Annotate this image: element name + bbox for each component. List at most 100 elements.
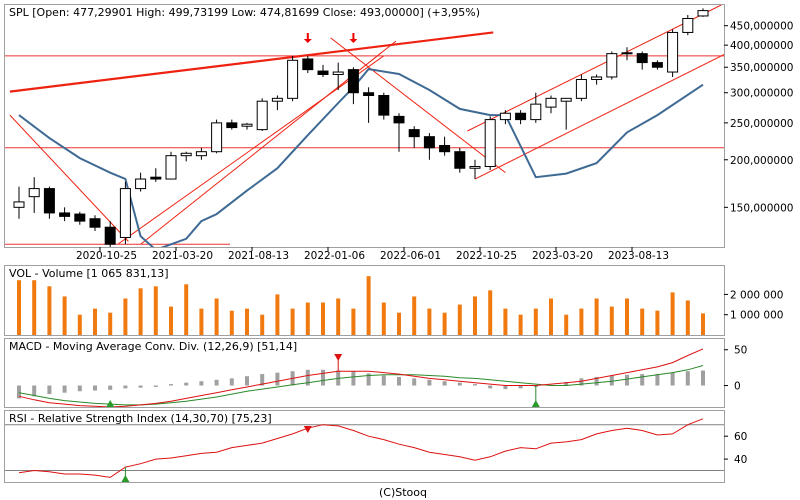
candle-body bbox=[636, 53, 648, 64]
volume-bar bbox=[533, 308, 538, 335]
candle-body bbox=[332, 71, 344, 75]
macd-histogram-bar bbox=[62, 385, 67, 393]
macd-histogram-bar bbox=[245, 376, 249, 386]
macd-histogram-bar bbox=[199, 381, 204, 386]
macd-histogram-bar bbox=[47, 385, 52, 395]
macd-histogram-bar bbox=[138, 385, 143, 388]
date-axis-label: 2022-01-06 bbox=[304, 250, 365, 262]
candle-body bbox=[89, 218, 101, 228]
price-axis-label: 350,000000 bbox=[730, 62, 793, 74]
volume-bar bbox=[685, 300, 690, 335]
date-axis-label: 2020-10-25 bbox=[76, 250, 137, 262]
buy-signal-icon bbox=[106, 400, 115, 407]
volume-bar bbox=[625, 298, 629, 335]
candle-body bbox=[454, 151, 466, 169]
candle-body bbox=[165, 155, 177, 180]
macd-histogram-bar bbox=[625, 374, 629, 386]
macd-histogram-bar bbox=[670, 372, 675, 386]
candle-body bbox=[515, 112, 527, 121]
volume-bar bbox=[32, 280, 37, 335]
volume-bar bbox=[321, 302, 325, 335]
macd-histogram-bar bbox=[488, 385, 493, 389]
volume-bar bbox=[609, 306, 614, 335]
macd-histogram-bar bbox=[229, 378, 234, 386]
overbought-signal-icon bbox=[303, 426, 312, 433]
candle-body bbox=[104, 226, 116, 245]
volume-bar bbox=[275, 294, 280, 335]
price-plot: 450,000000 400,000000 350,000000 300,000000… bbox=[5, 5, 793, 262]
macd-panel bbox=[4, 338, 725, 408]
volume-header: VOL - Volume [1 065 831,13] bbox=[9, 267, 169, 280]
candle-body bbox=[393, 115, 405, 124]
macd-histogram-bar bbox=[77, 385, 82, 392]
macd-histogram-bar bbox=[457, 382, 462, 386]
volume-bar bbox=[199, 308, 204, 335]
price-axis-label: 150,000000 bbox=[730, 202, 793, 214]
volume-bar bbox=[17, 280, 21, 335]
date-axis-label: 2021-08-13 bbox=[228, 250, 289, 262]
macd-line bbox=[18, 348, 704, 407]
volume-bar bbox=[245, 308, 249, 335]
candle-body bbox=[423, 136, 435, 149]
rsi-plot: 60 40 bbox=[5, 418, 747, 482]
date-axis-label: 2022-06-01 bbox=[380, 250, 441, 262]
candle-body bbox=[256, 100, 268, 131]
candle-body bbox=[271, 97, 283, 102]
candle-body bbox=[651, 62, 663, 68]
macd-histogram-bar bbox=[184, 382, 189, 386]
price-panel bbox=[4, 4, 725, 248]
volume-bar bbox=[108, 312, 113, 335]
candle-body bbox=[667, 31, 679, 73]
macd-histogram-bar bbox=[366, 373, 371, 386]
volume-bar bbox=[701, 313, 705, 335]
candle-body bbox=[484, 119, 496, 168]
candle-body bbox=[302, 58, 314, 71]
candle-body bbox=[560, 97, 572, 102]
volume-bar bbox=[305, 302, 310, 335]
candle-body bbox=[591, 76, 603, 80]
macd-histogram-bar bbox=[397, 376, 401, 386]
volume-bar bbox=[381, 302, 386, 335]
macd-axis-label: 50 bbox=[734, 345, 747, 357]
volume-bar bbox=[169, 306, 173, 335]
volume-bar bbox=[564, 314, 569, 335]
candle-body bbox=[545, 97, 557, 108]
date-axis-label: 2021-03-20 bbox=[152, 250, 213, 262]
candle-body bbox=[697, 10, 709, 17]
macd-plot: 50 0 bbox=[17, 345, 747, 407]
macd-histogram-bar bbox=[427, 379, 432, 386]
macd-histogram-bar bbox=[412, 378, 417, 386]
volume-bar bbox=[640, 308, 645, 335]
volume-bar bbox=[184, 284, 189, 335]
price-axis-label: 300,000000 bbox=[730, 88, 793, 100]
macd-histogram-bar bbox=[32, 385, 37, 397]
macd-histogram-bar bbox=[640, 374, 645, 386]
volume-bar bbox=[290, 308, 295, 335]
candle-body bbox=[241, 123, 253, 127]
macd-histogram-bar bbox=[609, 375, 614, 386]
volume-bar bbox=[473, 296, 477, 335]
rsi-axis-label: 40 bbox=[734, 454, 747, 466]
candle-body bbox=[682, 18, 694, 33]
macd-histogram-bar bbox=[17, 385, 21, 399]
volume-bar bbox=[442, 312, 447, 335]
price-axis-label: 200,000000 bbox=[730, 155, 793, 167]
candle-body bbox=[469, 166, 481, 169]
volume-bar bbox=[397, 312, 401, 335]
macd-histogram-bar bbox=[655, 374, 660, 386]
rsi-line bbox=[18, 418, 704, 478]
macd-histogram-bar bbox=[93, 385, 97, 391]
candle-body bbox=[317, 70, 329, 75]
buy-signal-icon bbox=[531, 400, 540, 407]
rsi-axis-label: 60 bbox=[734, 431, 747, 443]
macd-inner bbox=[17, 348, 705, 407]
volume-bar bbox=[260, 314, 265, 335]
copyright-label: (C)Stooq bbox=[379, 486, 427, 499]
candle-body bbox=[347, 69, 359, 94]
trend-line bbox=[9, 31, 494, 93]
volume-bar bbox=[77, 314, 82, 335]
candle-body bbox=[530, 103, 542, 121]
date-axis-label: 2023-03-20 bbox=[532, 250, 593, 262]
volume-bar bbox=[336, 298, 341, 335]
